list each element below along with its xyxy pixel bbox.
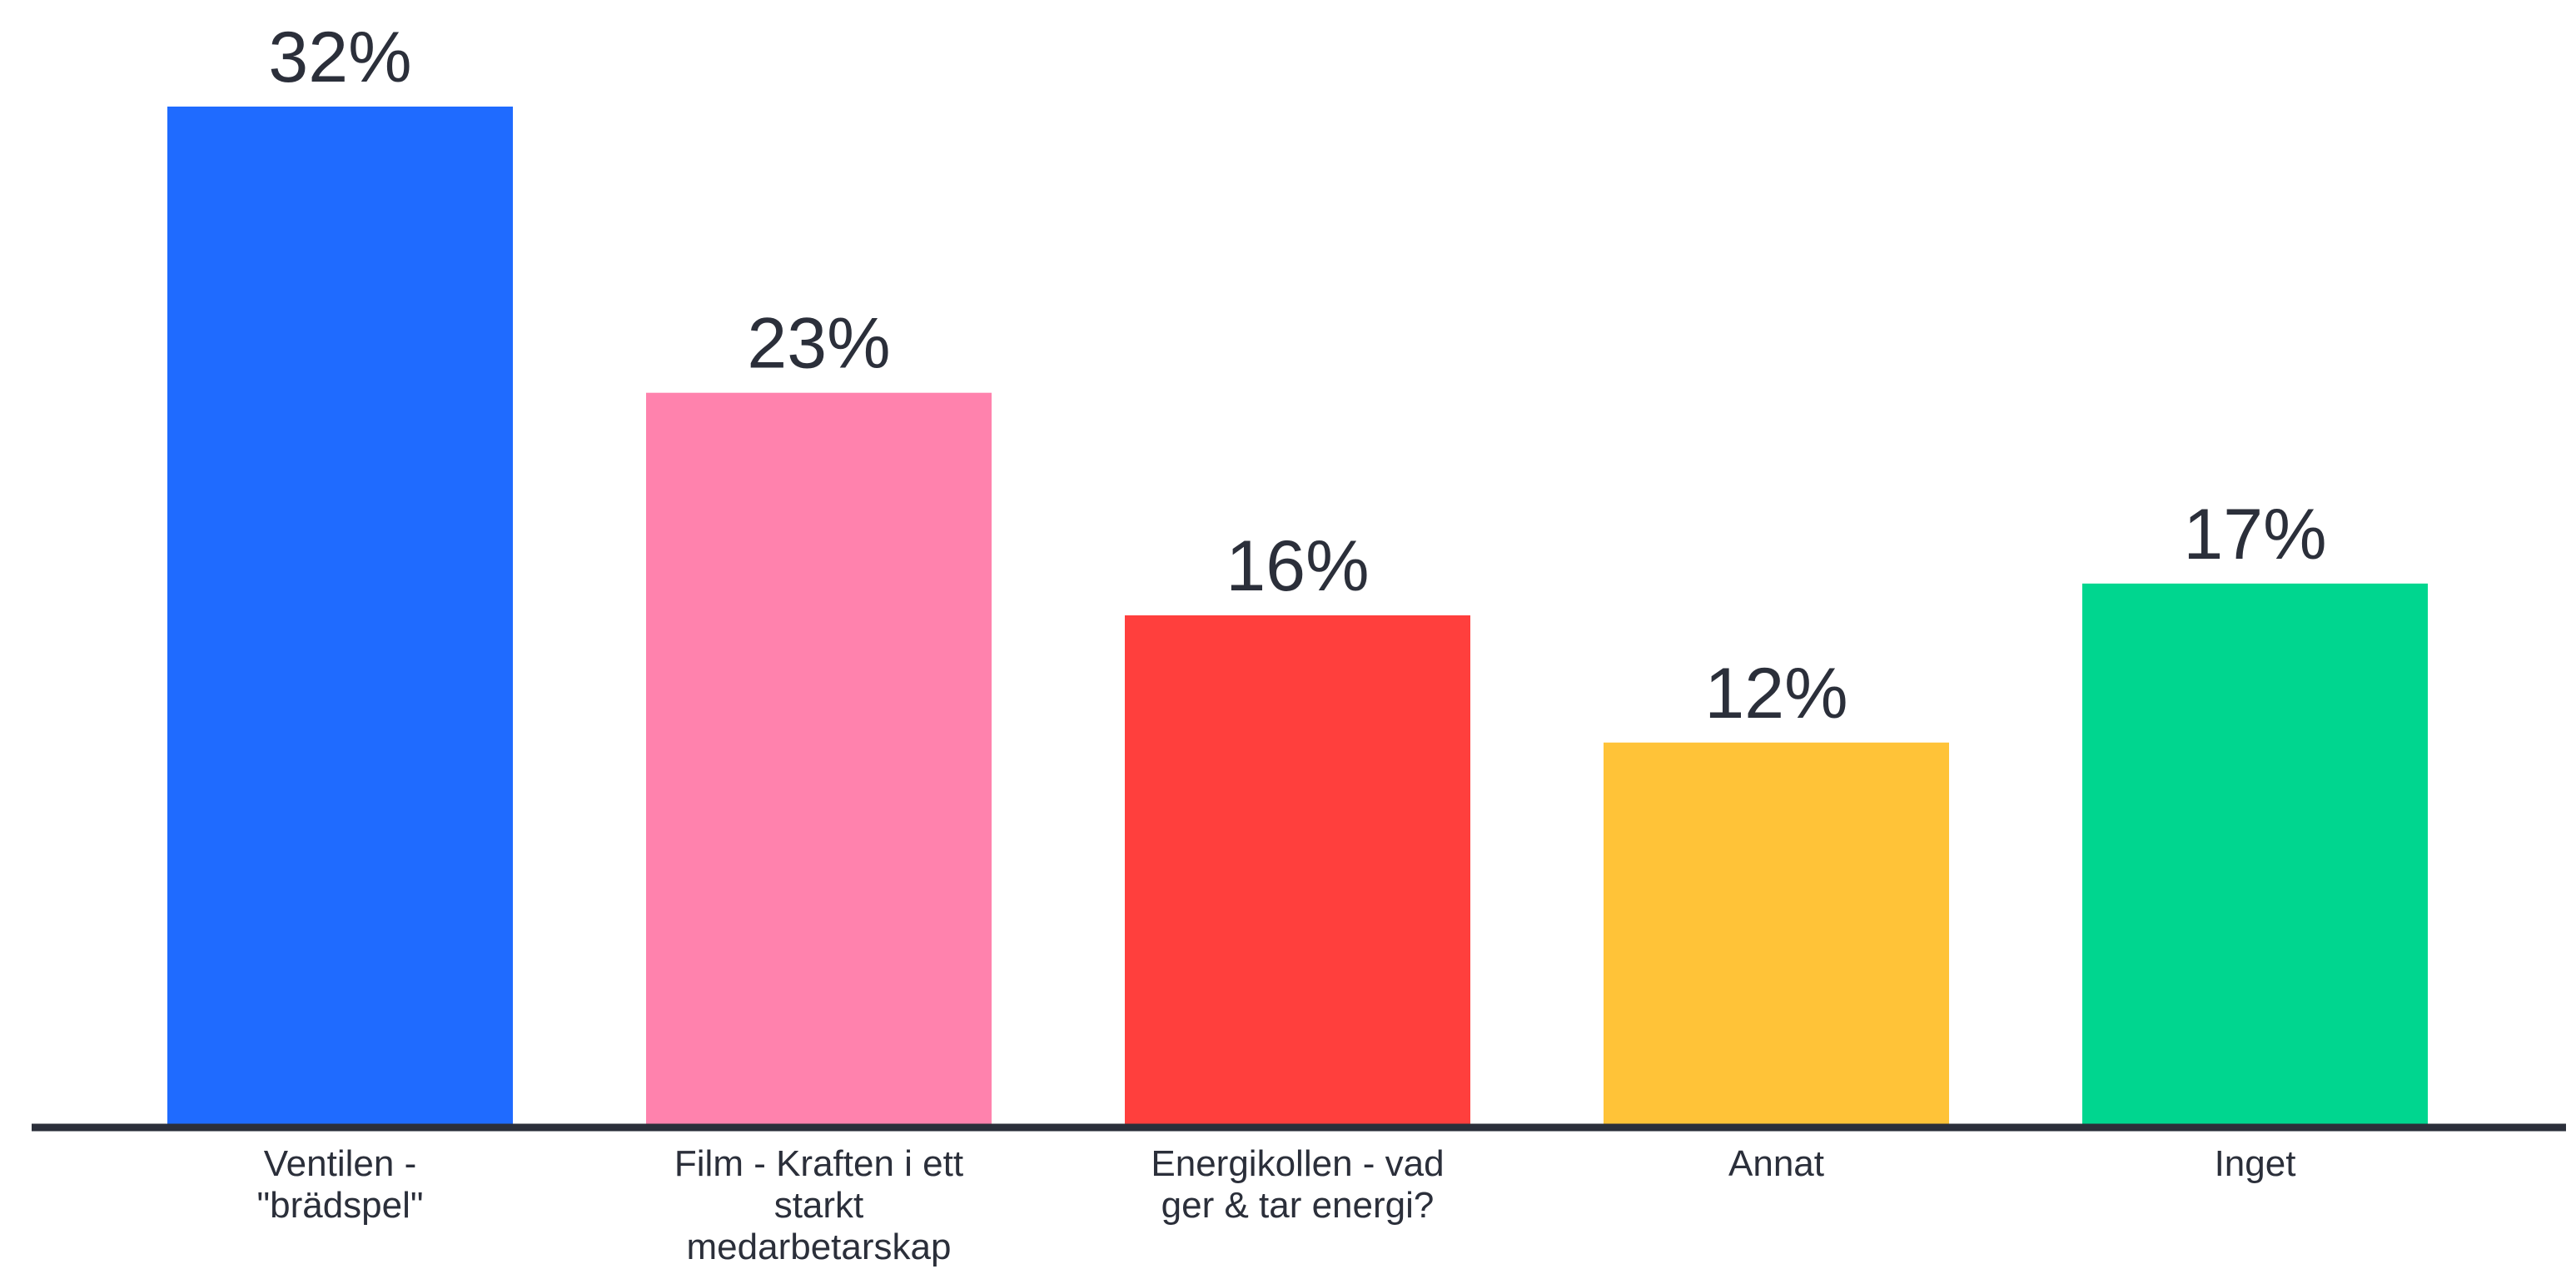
category-label-line: Annat: [1728, 1143, 1824, 1184]
category-label-line: medarbetarskap: [687, 1227, 952, 1267]
category-label-line: Energikollen - vad: [1151, 1143, 1444, 1184]
value-label-2: 23%: [747, 304, 890, 384]
category-label-line: ger & tar energi?: [1161, 1185, 1435, 1226]
category-labels-group: Ventilen -"brädspel" Film - Kraften i ett…: [256, 1143, 2295, 1267]
category-label-line: starkt: [774, 1185, 864, 1226]
bar-1: [167, 107, 513, 1124]
bar-4: [1604, 742, 1949, 1124]
category-label-3: Energikollen - vad ger & tar energi?: [1151, 1143, 1444, 1226]
category-label-line: "brädspel": [256, 1185, 423, 1226]
category-label-line: Inget: [2215, 1143, 2296, 1184]
category-label-2: Film - Kraften i ett starkt medarbetarskap: [674, 1143, 963, 1267]
category-label-5: Inget: [2215, 1143, 2296, 1184]
bar-5: [2082, 583, 2428, 1124]
bar-3: [1125, 615, 1470, 1124]
category-label-4: Annat: [1728, 1143, 1824, 1184]
value-labels-group: 32% 23% 16% 12% 17%: [268, 17, 2326, 734]
category-label-line: Ventilen -: [264, 1143, 416, 1184]
value-label-1: 32%: [268, 17, 411, 97]
value-label-5: 17%: [2183, 495, 2326, 575]
bar-2: [646, 392, 992, 1124]
category-label-line: Film - Kraften i ett: [674, 1143, 963, 1184]
value-label-4: 12%: [1704, 654, 1847, 734]
category-label-1: Ventilen -"brädspel": [256, 1143, 423, 1226]
value-label-3: 16%: [1226, 526, 1369, 606]
bars-group: [167, 107, 2428, 1124]
